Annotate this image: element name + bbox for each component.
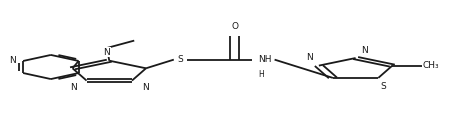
- Text: N: N: [70, 83, 77, 92]
- Text: N: N: [361, 46, 368, 55]
- Text: S: S: [177, 55, 183, 64]
- Text: N: N: [104, 48, 110, 57]
- Text: O: O: [231, 22, 238, 31]
- Text: NH: NH: [258, 55, 272, 64]
- Text: N: N: [142, 83, 149, 92]
- Text: S: S: [380, 82, 386, 91]
- Text: N: N: [9, 56, 16, 66]
- Text: H: H: [259, 70, 264, 79]
- Text: CH₃: CH₃: [423, 61, 439, 70]
- Text: N: N: [307, 53, 313, 62]
